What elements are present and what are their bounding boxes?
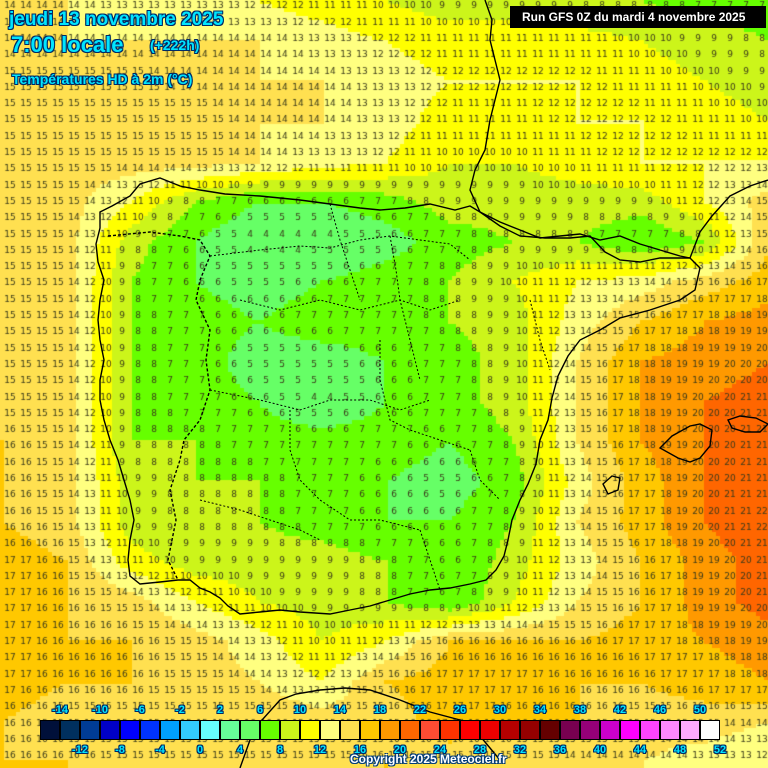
legend-swatch <box>541 721 561 739</box>
legend-tick-bottom: 4 <box>236 744 244 756</box>
legend-tick-top: -6 <box>135 704 145 716</box>
legend-swatch <box>561 721 581 739</box>
legend-tick-bottom: 8 <box>276 744 284 756</box>
legend-tick-top: 30 <box>493 704 507 716</box>
legend-swatch <box>501 721 521 739</box>
legend-swatch <box>61 721 81 739</box>
forecast-date: jeudi 13 novembre 2025 <box>9 9 224 30</box>
legend-swatch <box>121 721 141 739</box>
copyright-text: Copyright 2025 Meteociel.fr <box>350 752 507 766</box>
legend-tick-top: 50 <box>693 704 707 716</box>
legend-tick-bottom: 52 <box>713 744 727 756</box>
legend-swatch <box>41 721 61 739</box>
legend-tick-bottom: 44 <box>633 744 647 756</box>
legend-swatch <box>201 721 221 739</box>
legend-tick-top: 14 <box>333 704 347 716</box>
legend-tick-top: 2 <box>216 704 224 716</box>
legend-tick-bottom: 48 <box>673 744 687 756</box>
legend-tick-bottom: 40 <box>593 744 607 756</box>
legend-swatch <box>81 721 101 739</box>
legend-swatch <box>441 721 461 739</box>
legend-tick-top: 10 <box>293 704 307 716</box>
legend-tick-top: 26 <box>453 704 467 716</box>
legend-tick-bottom: -12 <box>72 744 88 756</box>
legend-swatch <box>461 721 481 739</box>
legend-tick-bottom: 32 <box>513 744 527 756</box>
legend-tick-bottom: 36 <box>553 744 567 756</box>
legend-swatch <box>261 721 281 739</box>
forecast-time: 7:00 locale <box>11 32 124 57</box>
legend-tick-bottom: -4 <box>155 744 165 756</box>
legend-swatch <box>321 721 341 739</box>
legend-swatch <box>521 721 541 739</box>
legend-swatch <box>341 721 361 739</box>
legend-swatch <box>361 721 381 739</box>
legend-tick-bottom: 24 <box>433 744 447 756</box>
legend-swatch <box>601 721 621 739</box>
legend-swatch <box>241 721 261 739</box>
legend-swatch <box>401 721 421 739</box>
legend-swatch <box>181 721 201 739</box>
legend-tick-top: -14 <box>52 704 68 716</box>
legend-swatch <box>481 721 501 739</box>
legend-tick-top: 6 <box>256 704 264 716</box>
legend-swatch <box>661 721 681 739</box>
color-scale-legend <box>40 720 720 740</box>
legend-swatch <box>681 721 701 739</box>
legend-swatch <box>641 721 661 739</box>
legend-tick-bottom: -8 <box>115 744 125 756</box>
legend-swatch <box>141 721 161 739</box>
legend-tick-bottom: 16 <box>353 744 367 756</box>
legend-tick-bottom: 0 <box>196 744 204 756</box>
legend-tick-top: 46 <box>653 704 667 716</box>
legend-tick-top: -2 <box>175 704 185 716</box>
legend-swatch <box>621 721 641 739</box>
legend-tick-bottom: 20 <box>393 744 407 756</box>
legend-tick-top: 22 <box>413 704 427 716</box>
legend-tick-top: -10 <box>92 704 108 716</box>
model-run-label: Run GFS 0Z du mardi 4 novembre 2025 <box>510 6 766 28</box>
forecast-lead-hours: (+222h) <box>150 37 200 53</box>
legend-tick-top: 18 <box>373 704 387 716</box>
legend-swatch <box>381 721 401 739</box>
legend-tick-top: 42 <box>613 704 627 716</box>
legend-swatch <box>221 721 241 739</box>
legend-swatch <box>301 721 321 739</box>
legend-tick-bottom: 12 <box>313 744 327 756</box>
legend-tick-top: 38 <box>573 704 587 716</box>
legend-swatch <box>281 721 301 739</box>
legend-swatch <box>581 721 601 739</box>
legend-tick-top: 34 <box>533 704 547 716</box>
legend-swatch <box>421 721 441 739</box>
legend-swatch <box>701 721 719 739</box>
legend-tick-bottom: 28 <box>473 744 487 756</box>
legend-swatch <box>161 721 181 739</box>
legend-swatch <box>101 721 121 739</box>
parameter-title: Températures HD à 2m (°C) <box>12 71 193 87</box>
